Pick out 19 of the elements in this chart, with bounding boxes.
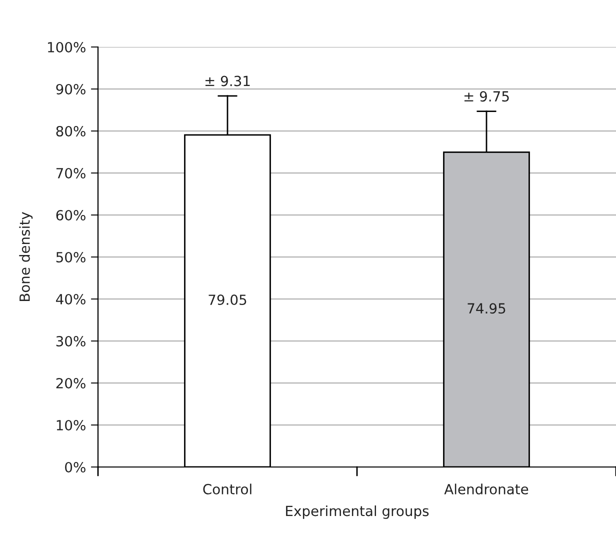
- y-tick-label: 50%: [56, 252, 86, 262]
- y-tick-label: 60%: [56, 210, 86, 220]
- annotation: ± 9.75: [464, 91, 509, 102]
- y-tick-label: 10%: [56, 420, 86, 430]
- x-tick-label: Control: [203, 484, 252, 494]
- y-axis-title: Bone density: [19, 212, 33, 301]
- y-tick-label: 90%: [56, 84, 86, 94]
- x-axis-title: Experimental groups: [286, 505, 429, 519]
- y-tick-label: 100%: [48, 42, 86, 52]
- y-tick-label: 0%: [65, 462, 86, 472]
- data-label: 74.95: [468, 303, 506, 314]
- x-tick-label: Alendronate: [444, 484, 528, 494]
- y-tick-label: 20%: [56, 378, 86, 388]
- annotation: ± 9.31: [205, 76, 250, 86]
- y-tick-label: 30%: [56, 336, 86, 346]
- y-tick-label: 40%: [56, 294, 86, 304]
- data-label: 79.05: [208, 294, 246, 306]
- y-tick-label: 80%: [56, 126, 86, 136]
- y-tick-label: 70%: [56, 168, 86, 178]
